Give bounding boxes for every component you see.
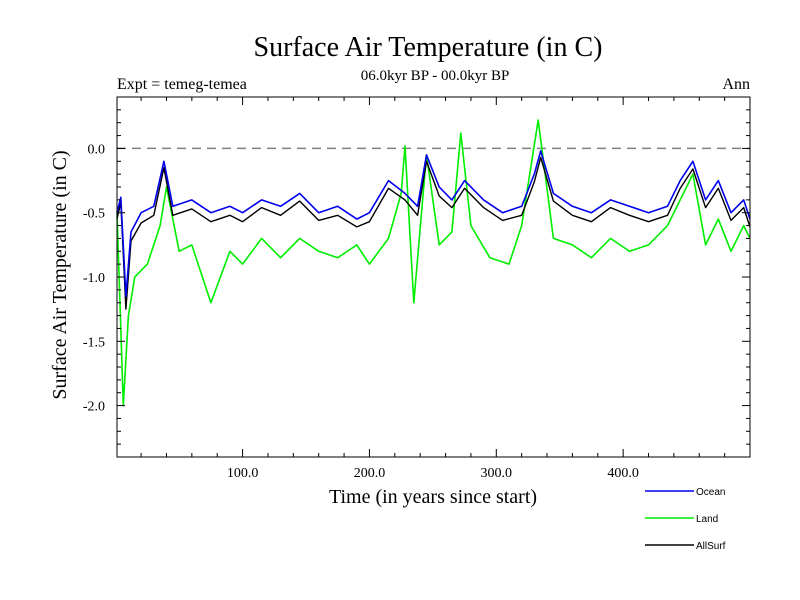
series-line-ocean [116,150,751,298]
y-tick-label: -1.5 [83,335,105,350]
x-tick-label: 300.0 [481,466,513,481]
axis-ticks: 100.0 200.0 300.0 400.0 -2.0 -1.5 -1.0 -0.5 0.0 [83,97,750,481]
legend-label-allsurf: AllSurf [696,541,726,552]
plot-frame [116,96,751,458]
x-tick-label: 200.0 [354,466,386,481]
x-tick-label: 400.0 [607,466,639,481]
chart-title: Surface Air Temperature (in C) [254,32,603,63]
y-axis-label: Surface Air Temperature (in C) [49,150,71,399]
y-tick-label: -0.5 [83,207,105,222]
experiment-label: Expt = temeg-temea [117,76,247,93]
x-axis-label: Time (in years since start) [329,486,537,508]
series-line-land [116,119,751,407]
y-tick-label: 0.0 [88,142,106,157]
plot-area [116,96,751,458]
y-tick-label: -2.0 [83,400,105,415]
y-tick-label: -1.0 [83,271,105,286]
legend: Ocean Land AllSurf [645,487,726,552]
x-tick-label: 100.0 [227,466,259,481]
series-line-allsurf [116,156,751,310]
legend-label-land: Land [696,514,718,525]
season-label: Ann [722,76,750,93]
legend-label-ocean: Ocean [696,487,725,498]
chart-subtitle: 06.0kyr BP - 00.0kyr BP [361,68,510,84]
